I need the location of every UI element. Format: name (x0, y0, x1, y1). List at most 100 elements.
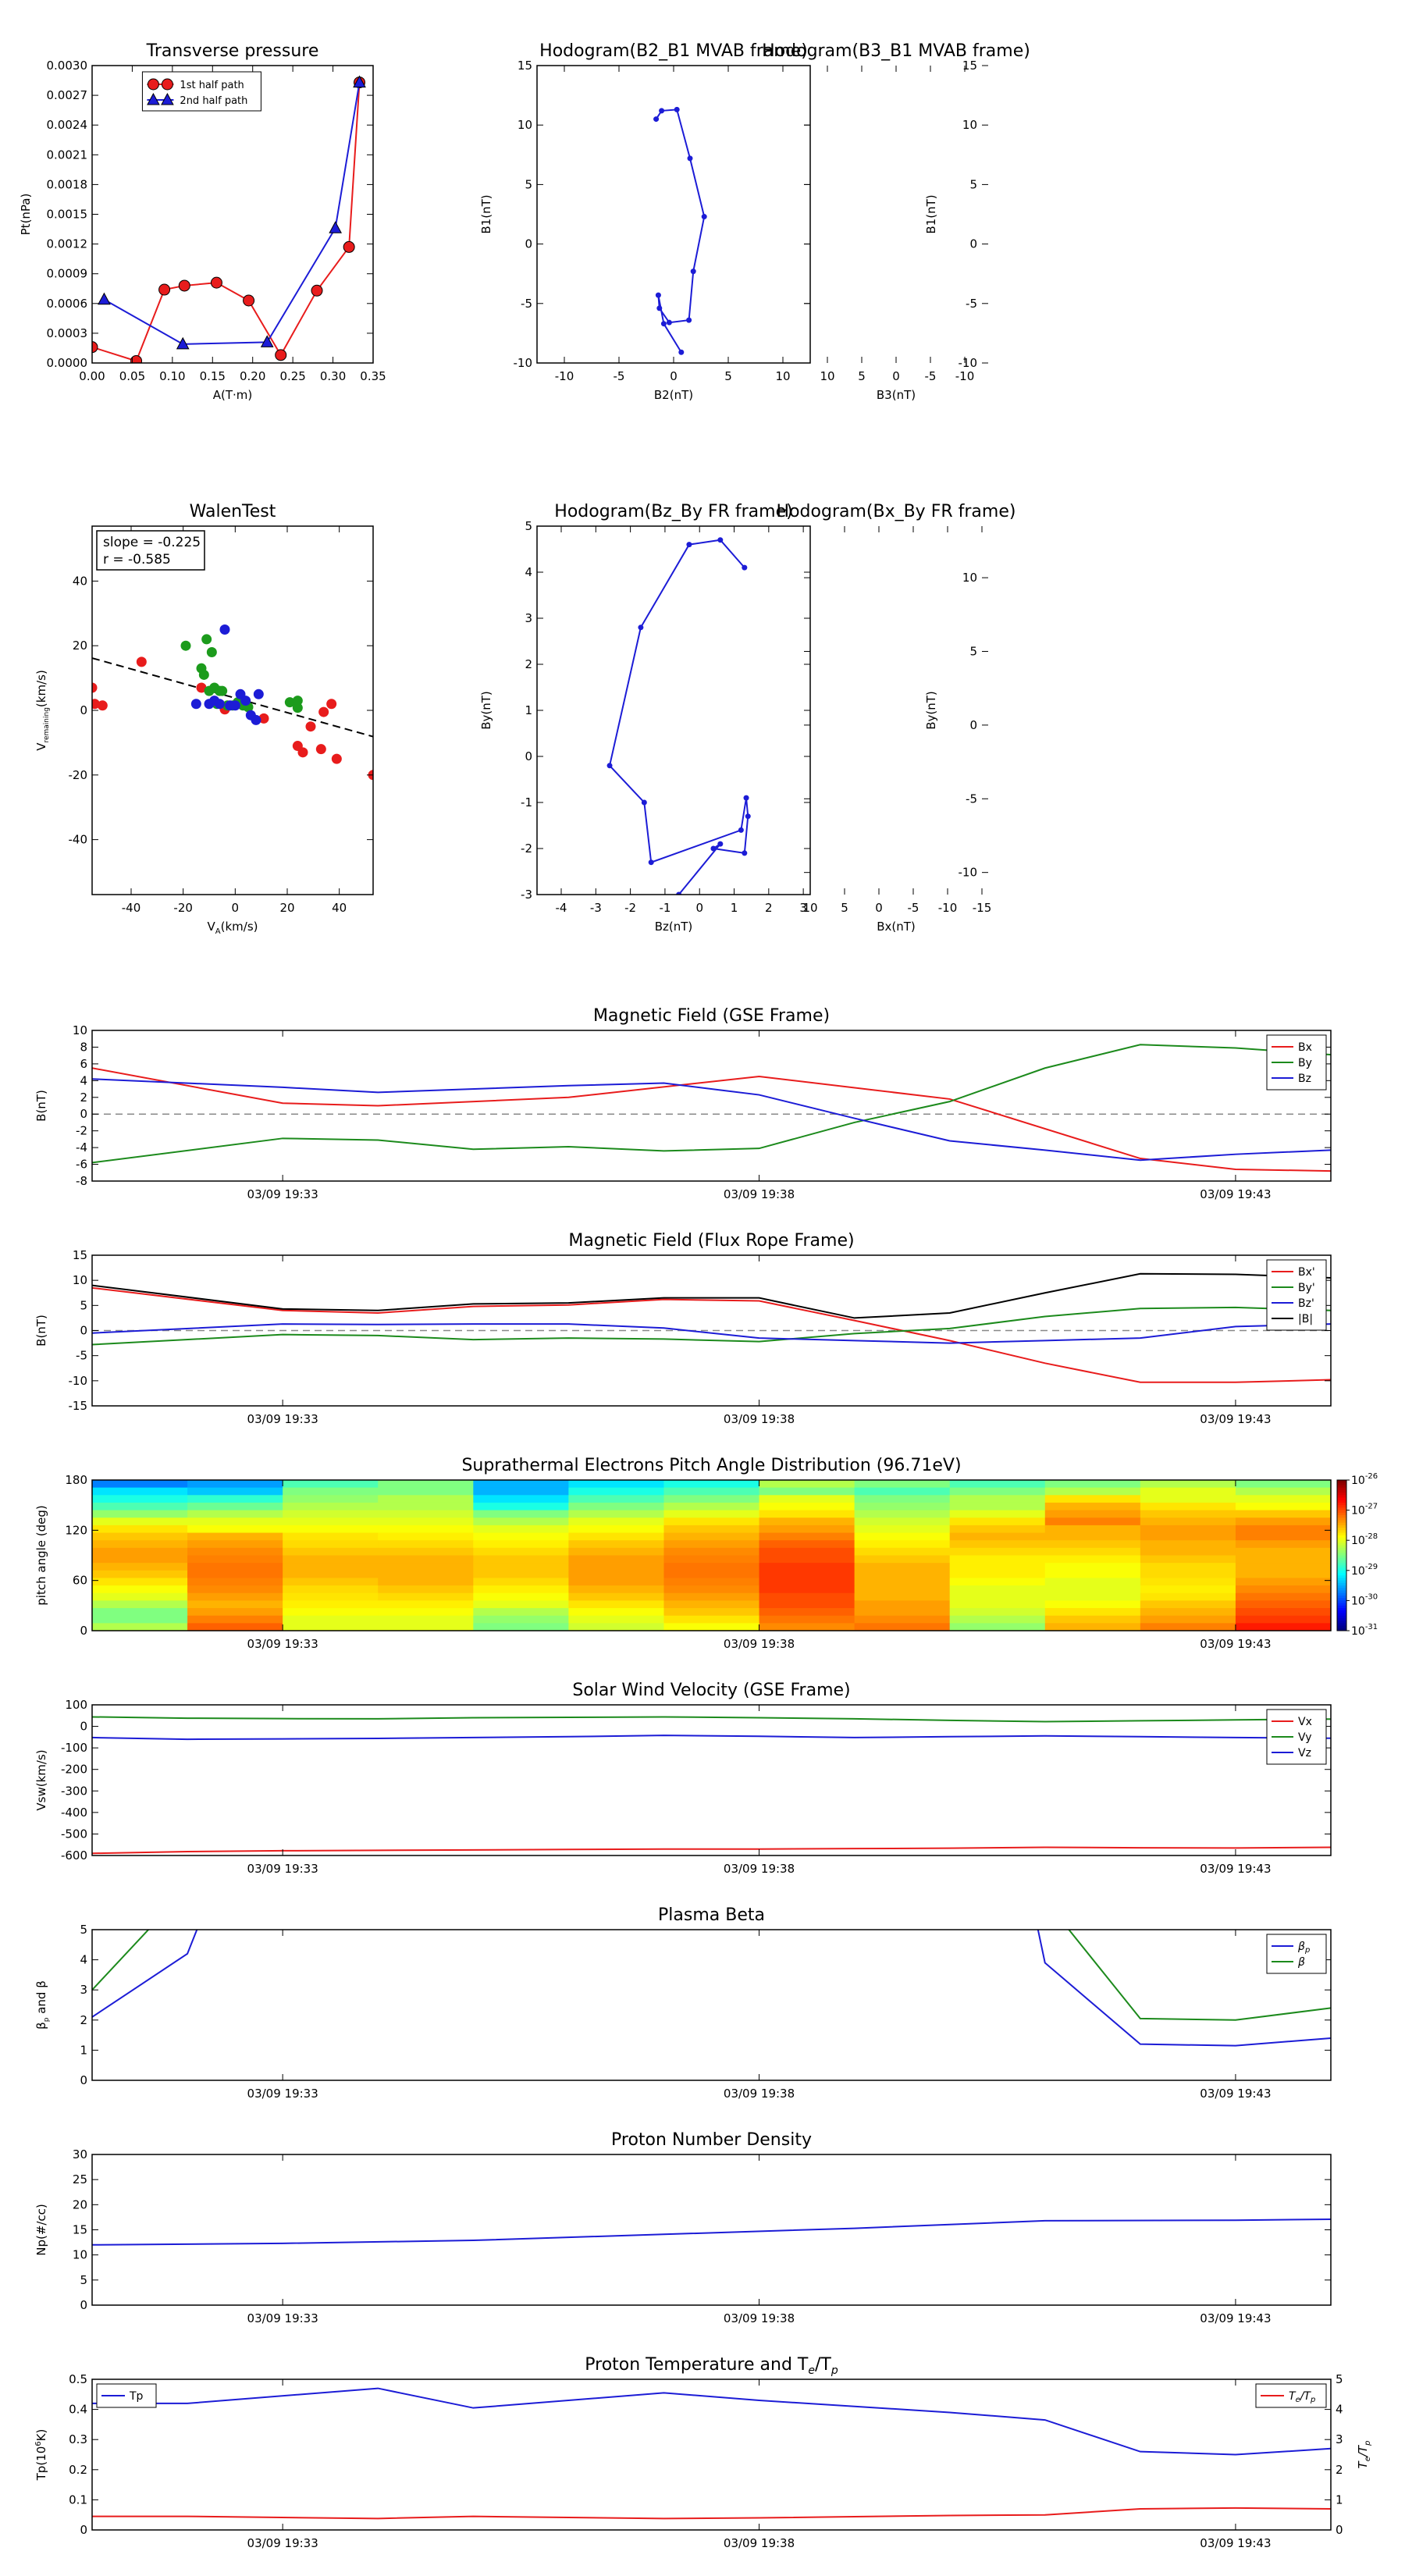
heatmap-cell (92, 1592, 188, 1601)
chart-h21: -10 -5 0 5 10 -10 -5 0 5 10 15 Hodogram(B2_B1 MVAB … (479, 41, 811, 402)
series-line (92, 1078, 1331, 1162)
heatmap-cell (1044, 1563, 1141, 1571)
data-point (176, 336, 190, 350)
y-tick-label: -10 (959, 356, 978, 370)
colorbar-step (1337, 1480, 1346, 1483)
heatmap-cell (283, 1495, 379, 1503)
colorbar-step (1337, 1582, 1346, 1586)
x-tick-label: 2 (765, 901, 773, 915)
data-point (843, 753, 848, 759)
x-tick-label: -20 (173, 901, 193, 915)
x-tick-label: 03/09 19:43 (1200, 2536, 1271, 2550)
heatmap-cell (92, 1547, 188, 1556)
heatmap-cell (92, 1555, 188, 1564)
data-point (641, 799, 647, 806)
x-tick-label: 03/09 19:33 (247, 1862, 318, 1876)
data-point (894, 725, 899, 731)
plot-area (92, 1272, 1331, 1383)
y-tick-label: -10 (959, 866, 978, 880)
colorbar-step (1337, 1520, 1346, 1524)
colorbar-step (1337, 1603, 1346, 1606)
data-point (894, 116, 899, 122)
y-tick-label: -2 (76, 1124, 87, 1138)
axes-frame (91, 1254, 1332, 1407)
data-point (217, 685, 228, 696)
series-line (92, 2387, 1331, 2456)
heatmap-cell (854, 1480, 951, 1489)
heatmap-cell (1140, 1585, 1236, 1594)
heatmap-cell (854, 1532, 951, 1541)
plot-area (92, 624, 373, 781)
y-tick-label: -100 (61, 1741, 87, 1755)
heatmap-cell (473, 1600, 569, 1609)
heatmap-cell (1140, 1502, 1236, 1511)
x-tick-label: 0 (670, 369, 678, 383)
chart-mag_gse: 03/09 19:33 03/09 19:38 03/09 19:43 -8 -6 -4 -… (34, 1006, 1332, 1201)
heatmap-cell (378, 1592, 474, 1601)
colorbar-step (1337, 1598, 1346, 1601)
colorbar-step (1337, 1615, 1346, 1619)
data-point (674, 106, 680, 112)
heatmap-cell (187, 1502, 283, 1511)
data-point (848, 738, 854, 744)
y-tick-label: 60 (73, 1574, 87, 1588)
heatmap-cell (759, 1547, 855, 1556)
heatmap-cell (949, 1615, 1046, 1624)
y-tick-label: 180 (65, 1473, 87, 1487)
heatmap-cell (1140, 1623, 1236, 1631)
chart-pad: 10-26 10-27 10-28 10-29 10-30 10-31 03/09 19:3… (34, 1456, 1378, 1651)
heatmap-cell (568, 1517, 664, 1526)
y-tick-label: 4 (80, 1073, 87, 1087)
heatmap-cell (759, 1510, 855, 1518)
heatmap-cell (759, 1578, 855, 1586)
chart-np: 03/09 19:33 03/09 19:38 03/09 19:43 0 5 10 15 2… (34, 2130, 1332, 2325)
heatmap-cell (663, 1570, 760, 1578)
heatmap-cell (759, 1532, 855, 1541)
x-tick-label: 03/09 19:43 (1200, 1412, 1271, 1426)
heatmap-cell (1044, 1623, 1141, 1631)
y-axis-label: B1(nT) (924, 194, 938, 233)
heatmap-cell (1235, 1487, 1331, 1496)
heatmap-cell (187, 1570, 283, 1578)
data-point (686, 542, 692, 548)
chart-title: Suprathermal Electrons Pitch Angle Distr… (461, 1456, 961, 1475)
data-point (292, 696, 303, 706)
colorbar-tick-label: 10-30 (1351, 1592, 1378, 1607)
heatmap-cell (1235, 1623, 1331, 1631)
y-tick-label: -10 (69, 1374, 88, 1388)
heatmap-cell (187, 1517, 283, 1526)
colorbar-step (1337, 1540, 1346, 1543)
y-tick-label: -6 (76, 1158, 87, 1172)
y-tick-label: -5 (966, 792, 977, 806)
heatmap-cell (187, 1608, 283, 1617)
heatmap-cell (663, 1487, 760, 1496)
x-tick-label: 03/09 19:33 (247, 1637, 318, 1651)
colorbar-step (1337, 1517, 1346, 1521)
data-point (889, 350, 895, 355)
chart-walen: -40 -20 0 20 40 -40 -20 0 20 40 WalenTest VA(km/s) V… (34, 502, 374, 936)
x-tick-label: 5 (841, 901, 848, 915)
heatmap-cell (663, 1608, 760, 1617)
heatmap-cell (92, 1578, 188, 1586)
heatmap-cell (1235, 1510, 1331, 1518)
heatmap-cell (1044, 1517, 1141, 1526)
x-axis-label: A(T·m) (213, 388, 253, 402)
data-point (198, 669, 209, 680)
heatmap-cell (568, 1495, 664, 1503)
heatmap-cell (1140, 1563, 1236, 1571)
heatmap-cell (92, 1540, 188, 1549)
y-tick-label: 6 (80, 1057, 87, 1071)
heatmap-cell (759, 1480, 855, 1489)
heatmap-cell (378, 1563, 474, 1571)
data-point (893, 305, 898, 311)
y-tick-label: 0 (80, 2298, 87, 2312)
x-tick-label: 1 (731, 901, 738, 915)
heatmap-cell (568, 1502, 664, 1511)
colorbar-step (1337, 1555, 1346, 1559)
y-tick-label: 0.0015 (47, 208, 88, 222)
x-tick-label: 0.25 (279, 369, 305, 383)
x-tick-label: 3 (799, 901, 807, 915)
colorbar-step (1337, 1553, 1346, 1556)
y-tick-label: -500 (61, 1827, 87, 1841)
colorbar-step (1337, 1578, 1346, 1582)
